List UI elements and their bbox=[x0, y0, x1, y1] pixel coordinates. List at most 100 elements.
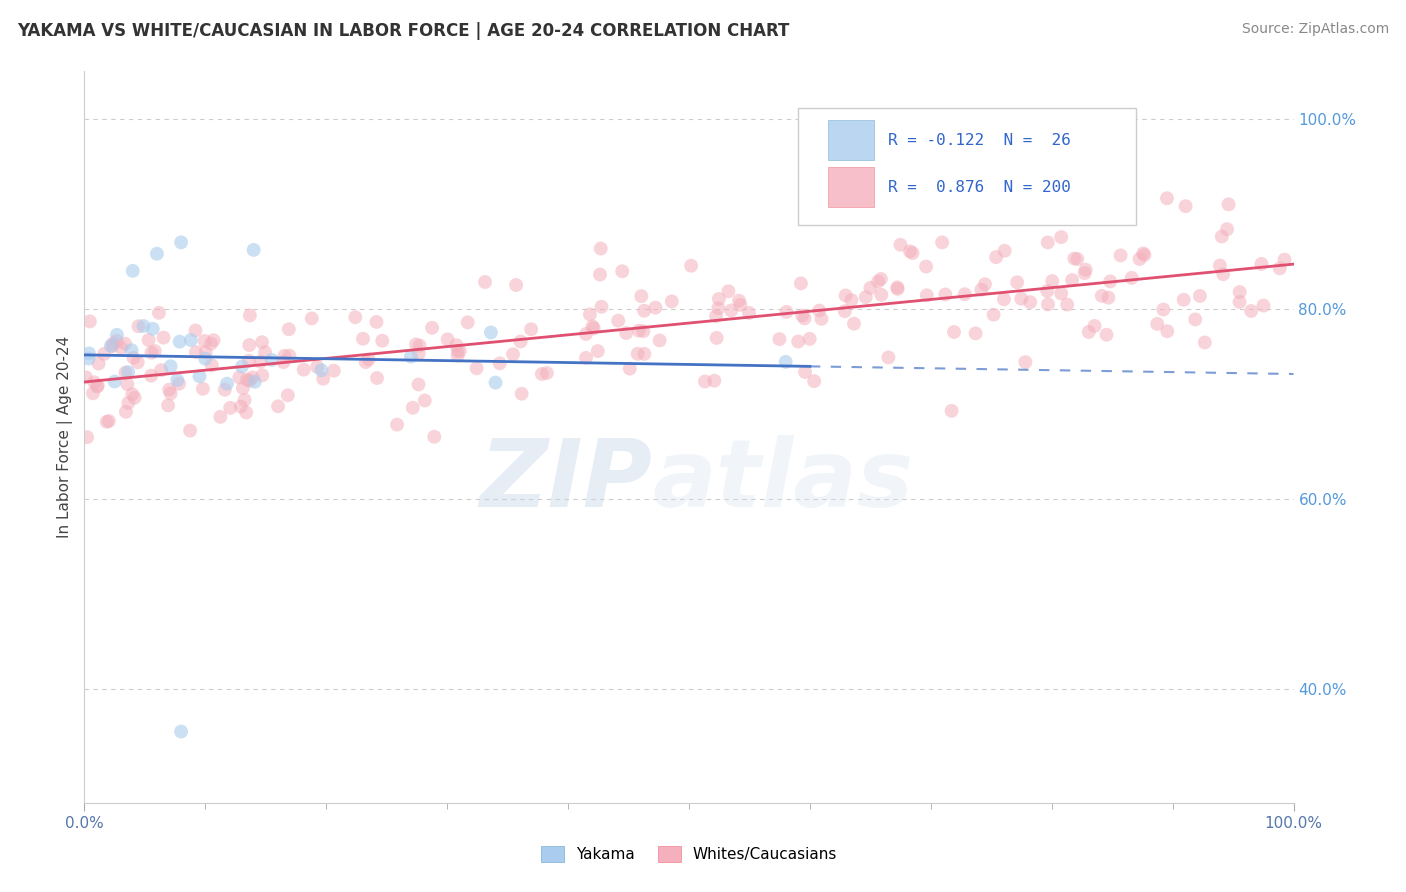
Point bbox=[720, 303, 742, 318]
Point bbox=[200, 336, 222, 351]
Point bbox=[1084, 318, 1107, 333]
Point bbox=[627, 347, 650, 361]
Point bbox=[974, 277, 997, 292]
Point bbox=[114, 336, 136, 351]
Point bbox=[260, 353, 283, 368]
Point bbox=[520, 322, 543, 336]
Point bbox=[239, 374, 262, 388]
Point bbox=[1091, 289, 1114, 303]
Point bbox=[704, 309, 727, 323]
Point bbox=[408, 338, 430, 352]
Point bbox=[1014, 355, 1036, 369]
Point bbox=[768, 332, 790, 346]
Point bbox=[1036, 284, 1059, 298]
Point bbox=[82, 386, 104, 401]
Point bbox=[233, 392, 256, 407]
Point bbox=[121, 264, 143, 278]
Point bbox=[1066, 252, 1088, 266]
Point bbox=[842, 317, 865, 331]
Point bbox=[474, 275, 496, 289]
Point bbox=[292, 362, 315, 376]
Point bbox=[1188, 289, 1211, 303]
Point bbox=[408, 346, 430, 360]
Point bbox=[799, 332, 821, 346]
Point bbox=[717, 285, 740, 299]
Point bbox=[103, 336, 125, 351]
Point bbox=[1133, 248, 1156, 262]
Point bbox=[277, 322, 299, 336]
Point bbox=[607, 314, 630, 328]
Point bbox=[614, 326, 637, 340]
Point bbox=[627, 324, 650, 338]
Text: R = -0.122  N =  26: R = -0.122 N = 26 bbox=[889, 133, 1071, 148]
Point bbox=[589, 268, 612, 282]
Point bbox=[312, 372, 335, 386]
Point bbox=[703, 374, 725, 388]
Point bbox=[575, 326, 598, 341]
Point bbox=[366, 315, 388, 329]
Point bbox=[399, 350, 422, 364]
Point bbox=[915, 260, 938, 274]
Point bbox=[1036, 297, 1059, 311]
Point bbox=[943, 325, 966, 339]
Point bbox=[1250, 257, 1272, 271]
Point bbox=[170, 724, 193, 739]
Point bbox=[357, 352, 380, 367]
Text: ZIP: ZIP bbox=[479, 435, 652, 527]
Point bbox=[202, 333, 225, 347]
Point bbox=[1216, 222, 1239, 236]
Point bbox=[150, 363, 173, 377]
Point bbox=[479, 326, 502, 340]
Point bbox=[1022, 202, 1045, 216]
Point bbox=[738, 306, 761, 320]
Point bbox=[793, 311, 815, 326]
Point bbox=[630, 289, 652, 303]
Point bbox=[219, 401, 242, 415]
Point bbox=[993, 292, 1015, 306]
Point bbox=[215, 376, 238, 391]
Point bbox=[252, 368, 274, 383]
Point bbox=[232, 381, 254, 395]
Point bbox=[169, 334, 191, 349]
Point bbox=[1063, 252, 1085, 266]
Point bbox=[101, 339, 124, 353]
Point bbox=[307, 359, 329, 374]
Point bbox=[1274, 252, 1296, 267]
Point bbox=[1062, 273, 1084, 287]
Point bbox=[898, 244, 921, 259]
Point bbox=[413, 393, 436, 408]
Point bbox=[121, 387, 143, 401]
Point bbox=[193, 334, 215, 348]
Point bbox=[877, 351, 900, 365]
Legend: Yakama, Whites/Caucasians: Yakama, Whites/Caucasians bbox=[534, 840, 844, 868]
Point bbox=[1095, 327, 1118, 342]
Point bbox=[612, 264, 634, 278]
Point bbox=[97, 414, 120, 428]
Point bbox=[170, 235, 193, 250]
Point bbox=[792, 309, 814, 323]
Point bbox=[1211, 229, 1233, 244]
Point bbox=[589, 242, 612, 256]
Point bbox=[344, 310, 367, 325]
Point bbox=[1050, 230, 1073, 244]
Point bbox=[93, 347, 115, 361]
Point bbox=[194, 345, 217, 359]
Point bbox=[228, 370, 250, 384]
Point bbox=[117, 377, 139, 392]
Point bbox=[706, 331, 728, 345]
Point bbox=[661, 294, 683, 309]
Point bbox=[581, 319, 603, 334]
FancyBboxPatch shape bbox=[828, 167, 875, 208]
Point bbox=[530, 367, 553, 381]
Point bbox=[322, 364, 344, 378]
Point bbox=[693, 375, 716, 389]
Text: YAKAMA VS WHITE/CAUCASIAN IN LABOR FORCE | AGE 20-24 CORRELATION CHART: YAKAMA VS WHITE/CAUCASIAN IN LABOR FORCE… bbox=[17, 22, 789, 40]
Point bbox=[114, 366, 136, 380]
Point bbox=[707, 301, 730, 316]
Point bbox=[983, 308, 1005, 322]
Point bbox=[278, 349, 301, 363]
Point bbox=[965, 326, 987, 341]
Point bbox=[142, 322, 165, 336]
Point bbox=[787, 334, 810, 349]
Point bbox=[841, 293, 863, 307]
